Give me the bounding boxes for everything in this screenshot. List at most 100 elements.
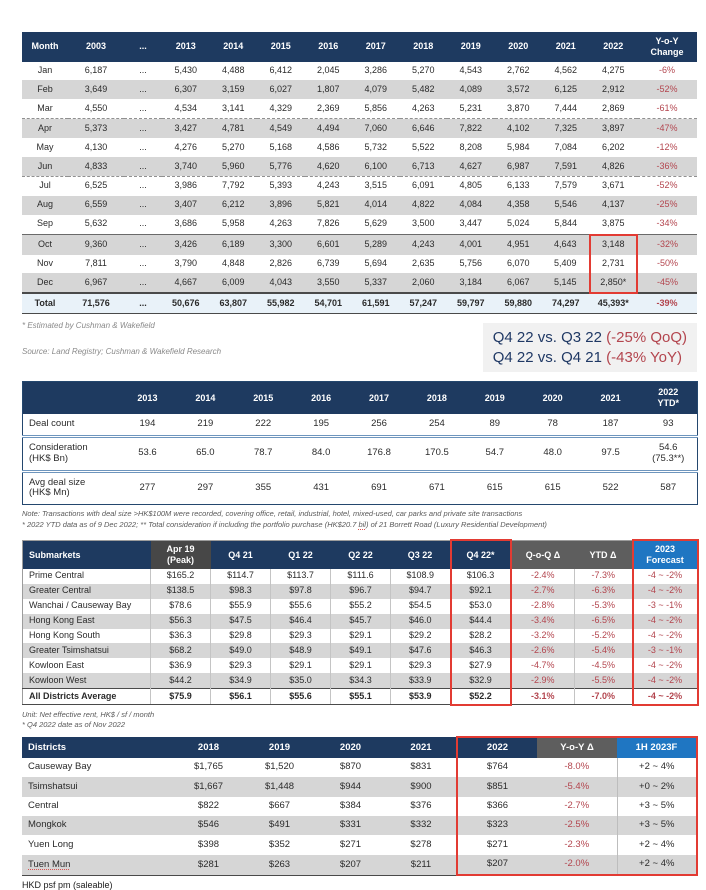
table-cell: -4 ~ -2% [631, 688, 699, 707]
column-header: 2018 [407, 381, 466, 414]
column-header: Month [22, 32, 68, 62]
table-cell: ... [124, 175, 162, 196]
table-cell: 2,762 [506, 65, 530, 76]
table-row: Greater Tsimshatsui $68.2 $49.0 $48.9 $49.1 $… [22, 643, 699, 659]
table-row: Hong Kong East $56.3 $47.5 $46.4 $45.7 $46.0 $… [22, 613, 699, 629]
table-cell: $870 [339, 761, 362, 773]
table-cell: $271 [456, 835, 537, 855]
table-cell: 6,967 [68, 273, 124, 294]
table-cell: 6,739 [316, 258, 340, 268]
table-cell: 3,550 [304, 273, 352, 294]
table-cell: 61,591 [352, 292, 400, 315]
table-cell: -6.5% [574, 613, 633, 629]
table-cell: ... [124, 157, 162, 177]
table-cell: ... [124, 273, 162, 294]
table-cell: 297 [176, 469, 235, 505]
table-row: Wanchai / Causeway Bay $78.6 $55.9 $55.6 $55… [23, 598, 699, 614]
column-header: 2022 [456, 736, 537, 758]
table-cell: 2,045 [316, 65, 340, 76]
table-cell: $323 [456, 815, 537, 836]
table-cell: 3,426 [162, 234, 210, 255]
table-cell: 5,821 [304, 195, 352, 215]
table-cell: 5,546 [542, 195, 590, 215]
column-header: 2019 [447, 32, 495, 62]
table-cell: 6,027 [257, 80, 305, 100]
table-cell: 3,740 [162, 157, 210, 177]
callout-line2-value: (-43% YoY) [606, 348, 683, 366]
table-cell: -50% [656, 258, 678, 268]
table-cell: $55.2 [330, 598, 391, 614]
table-cell: ... [124, 195, 162, 215]
table-cell: 4,550 [84, 102, 108, 113]
table-cell: Greater Tsimshatsui [22, 643, 151, 659]
table-row: Tsimshatsui $1,667 $1,448 $944 $900 $851 -5.4%… [22, 777, 698, 797]
column-header: 2019 [465, 381, 524, 414]
table-cell: $29.1 [330, 628, 391, 644]
table-cell: $49.0 [210, 643, 271, 659]
table-cell: -36% [637, 157, 697, 177]
table-cell: 5,024 [506, 218, 530, 229]
table-cell: $68.2 [150, 643, 211, 659]
table-cell: $48.9 [270, 643, 331, 659]
table-cell: $55.1 [330, 688, 391, 706]
table-cell: -2.4% [510, 568, 575, 584]
table-cell: Yuen Long [28, 838, 74, 850]
table-row: Mongkok $546 $491 $331 $332 $323 -2.5% +3 ~ 5% [22, 815, 698, 836]
table-cell: 355 [234, 469, 293, 505]
table-cell: 7,591 [542, 157, 590, 177]
table-cell: 3,184 [447, 273, 495, 294]
table-cell: -47% [637, 118, 697, 139]
source-note: Source: Land Registry; Cushman & Wakefie… [22, 347, 222, 357]
table-cell: 3,148 [588, 233, 638, 255]
table-cell: 45,393* [589, 292, 637, 315]
table-cell: $36.9 [150, 658, 211, 674]
table-cell: Kowloon West [22, 673, 151, 689]
table-cell: -4 ~ -2% [631, 568, 699, 584]
transactions-note: Note: Transactions with deal size >HK$10… [22, 509, 523, 519]
table-cell: 4,562 [554, 65, 578, 76]
table-cell: -3 ~ -1% [631, 643, 699, 659]
table-cell: 6,307 [162, 80, 210, 100]
table-cell: Hong Kong South [29, 630, 101, 641]
table-cell: $398 [197, 838, 220, 850]
table-cell: 2,869 [601, 102, 625, 113]
table-cell: -3.2% [510, 628, 575, 644]
table-cell: 4,627 [447, 157, 495, 177]
table-cell: 5,393 [257, 175, 305, 196]
table-cell: 4,833 [68, 157, 124, 177]
table-cell: 4,951 [494, 234, 542, 255]
table-cell: 59,797 [447, 292, 495, 315]
table-cell: $106.3 [449, 568, 512, 584]
column-header: ... [124, 32, 162, 62]
column-header: 2021 [386, 737, 457, 758]
table-cell: -52% [637, 175, 697, 196]
table-cell: 4,102 [494, 118, 542, 139]
table-cell: 6,601 [304, 234, 352, 255]
note-text: * 2022 YTD data as of 9 Dec 2022; ** Tot… [22, 519, 359, 529]
table-cell: 5,960 [209, 157, 257, 177]
table-cell: -4.5% [574, 658, 633, 674]
table-cell: 71,576 [68, 292, 124, 315]
table-cell: Oct [22, 234, 68, 255]
table-cell: -4 ~ -2% [631, 613, 699, 629]
column-header: 2015 [234, 381, 293, 414]
table-cell: $34.9 [210, 673, 271, 689]
table-cell: All Districts Average [22, 688, 151, 706]
table-cell: 3,986 [162, 175, 210, 196]
table-cell: $29.8 [210, 628, 271, 644]
table-cell: -4.7% [510, 658, 575, 674]
table-cell: 615 [523, 469, 582, 505]
column-header: Apr 19 (Peak) [150, 540, 211, 569]
table-cell: 54.7 [465, 434, 524, 472]
table-cell: -3.4% [510, 613, 575, 629]
table-cell: 277 [118, 469, 177, 505]
table-cell: $1,520 [264, 761, 295, 773]
table-cell: 2,850* [588, 273, 638, 295]
table-cell: -4 ~ -2% [631, 658, 699, 674]
table-cell: Tsimshatsui [22, 777, 173, 797]
table2-notes: Note: Transactions with deal size >HK$10… [22, 509, 697, 530]
table-cell: 3,407 [162, 195, 210, 215]
table-cell: $49.1 [330, 643, 391, 659]
column-header: 1H 2023F [617, 736, 698, 758]
table-cell: $55.6 [270, 688, 331, 706]
